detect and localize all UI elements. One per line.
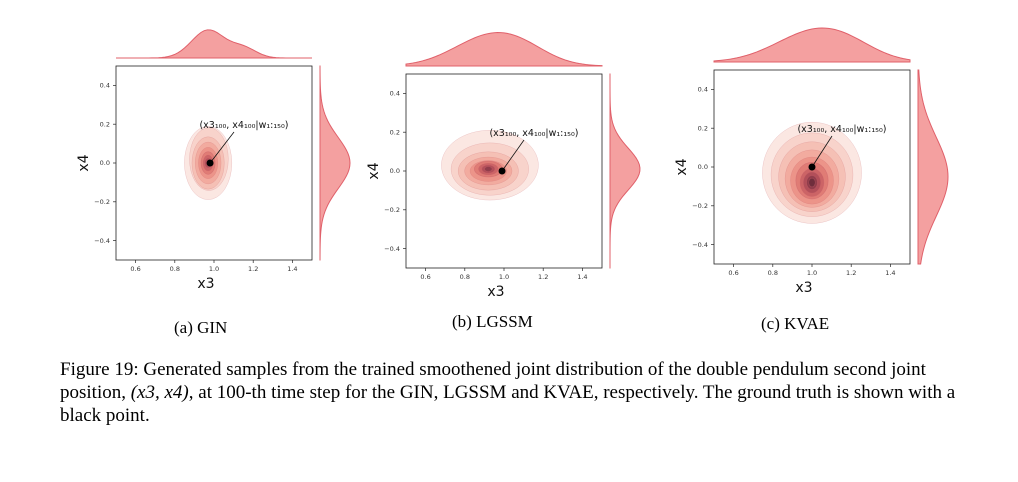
kde-plot-lgssm: 0.6 0.8 1.0 1.2 1.4 −0.4 −0.2 0.0 0.2 0.4 x3 x4 (x3₁… (366, 32, 641, 300)
y-tick-label: 0.2 (698, 124, 708, 132)
kde-plot-kvae: 0.6 0.8 1.0 1.2 1.4 −0.4 −0.2 0.0 0.2 0.4 x3 x4 (x3₁… (674, 27, 949, 296)
caption-text-2: , at 100-th time step for the GIN, LGSSM… (60, 382, 956, 426)
annotation-arrow (209, 131, 235, 164)
ground-truth-annotation: (x3₁₀₀, x4₁₀₀|w₁:₁₅₀) (489, 128, 578, 139)
density-contour-level (808, 177, 816, 188)
y-tick-label: 0.0 (698, 163, 708, 171)
x-tick-label: 1.4 (577, 273, 587, 281)
subcaption-lgssm: (b) LGSSM (452, 312, 533, 331)
x-tick-label: 1.4 (287, 265, 297, 273)
y-tick-label: 0.4 (390, 90, 400, 98)
x-marginal-density (713, 27, 911, 63)
subcaption-gin: (a) GIN (174, 318, 228, 337)
x-tick-label: 0.6 (728, 269, 738, 277)
y-tick-label: 0.4 (698, 86, 708, 94)
x-tick-label: 1.2 (538, 273, 548, 281)
x-tick-label: 1.0 (499, 273, 509, 281)
annotation-arrow (501, 139, 525, 172)
y-tick-label: 0.0 (100, 159, 110, 167)
density-contours (441, 130, 539, 201)
subfigure-lgssm: 0.6 0.8 1.0 1.2 1.4 −0.4 −0.2 0.0 0.2 0.4 x3 x4 (x3₁… (364, 26, 644, 306)
subfigure-gin: 0.6 0.8 1.0 1.2 1.4 −0.4 −0.2 0.0 0.2 0.4 x3 x4 (x3₁… (74, 18, 354, 298)
y-tick-label: −0.2 (692, 202, 708, 210)
ground-truth-point (206, 159, 214, 167)
caption-label: Figure 19: (60, 359, 139, 380)
kde-plot-gin: 0.6 0.8 1.0 1.2 1.4 −0.4 −0.2 0.0 0.2 0.4 x3 x4 (x3₁… (76, 29, 351, 292)
ground-truth-point (808, 163, 816, 171)
x-tick-label: 1.0 (807, 269, 817, 277)
x-tick-label: 0.8 (170, 265, 180, 273)
x-tick-label: 0.8 (460, 273, 470, 281)
x-tick-label: 1.2 (248, 265, 258, 273)
y-tick-label: 0.2 (100, 120, 110, 128)
density-contour-level (484, 166, 493, 172)
caption-text-1: Generated samples from the trained smoot… (60, 359, 926, 403)
x-tick-label: 0.6 (130, 265, 140, 273)
y-marginal-density (319, 65, 351, 261)
y-axis-label: x4 (366, 162, 382, 179)
density-contours (184, 126, 232, 200)
y-axis-label: x4 (674, 158, 690, 175)
annotation-arrow (811, 135, 833, 168)
y-axis-label: x4 (76, 154, 92, 171)
density-contours (762, 122, 862, 224)
x-tick-label: 0.8 (768, 269, 778, 277)
x-tick-label: 1.4 (885, 269, 895, 277)
ground-truth-annotation: (x3₁₀₀, x4₁₀₀|w₁:₁₅₀) (199, 120, 288, 131)
x-axis-label: x3 (487, 284, 504, 300)
y-tick-label: 0.2 (390, 128, 400, 136)
x-tick-label: 1.2 (846, 269, 856, 277)
y-tick-label: −0.4 (692, 241, 708, 249)
y-tick-label: −0.4 (94, 237, 110, 245)
y-marginal-density (917, 69, 949, 265)
caption-math: (x3, x4) (130, 382, 189, 403)
x-axis-label: x3 (197, 276, 214, 292)
x-marginal-density (116, 29, 312, 59)
ground-truth-annotation: (x3₁₀₀, x4₁₀₀|w₁:₁₅₀) (797, 124, 886, 135)
x-marginal-density (405, 32, 603, 67)
y-tick-label: −0.4 (384, 245, 400, 253)
ground-truth-point (498, 167, 506, 175)
figure-caption: Figure 19: Generated samples from the tr… (60, 358, 960, 427)
x-tick-label: 0.6 (420, 273, 430, 281)
y-tick-label: 0.0 (390, 167, 400, 175)
subfigure-kvae: 0.6 0.8 1.0 1.2 1.4 −0.4 −0.2 0.0 0.2 0.4 x3 x4 (x3₁… (672, 22, 952, 302)
y-tick-label: 0.4 (100, 82, 110, 90)
subcaption-kvae: (c) KVAE (761, 314, 830, 333)
y-tick-label: −0.2 (384, 206, 400, 214)
y-marginal-density (609, 73, 641, 269)
x-tick-label: 1.0 (209, 265, 219, 273)
y-tick-label: −0.2 (94, 198, 110, 206)
x-axis-label: x3 (795, 280, 812, 296)
